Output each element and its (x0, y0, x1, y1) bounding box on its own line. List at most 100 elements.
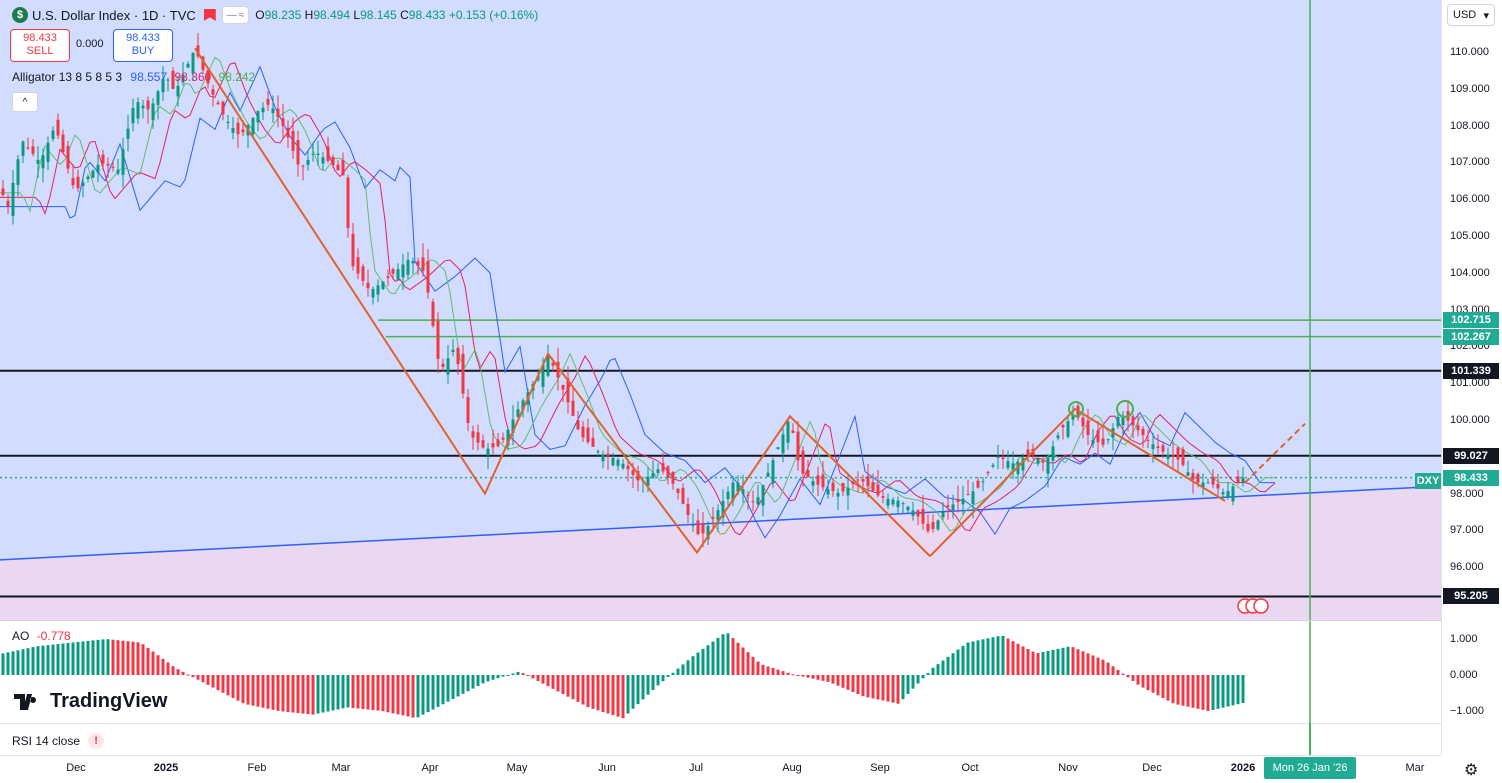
candle-body (1141, 428, 1145, 436)
ao-bar (16, 650, 20, 675)
ao-bar (6, 652, 10, 675)
candle-body (381, 281, 385, 290)
candle-body (421, 257, 425, 271)
candle-body (46, 142, 50, 162)
ao-bar (11, 651, 15, 675)
candle-body (1071, 415, 1075, 420)
main-price-pane[interactable] (0, 0, 1441, 620)
ao-bar (536, 675, 540, 681)
symbol-title[interactable]: U.S. Dollar Index · 1D · TVC (32, 7, 196, 23)
currency-select[interactable]: USD ▾ (1447, 4, 1495, 26)
time-axis[interactable] (0, 755, 1441, 783)
ao-bar (541, 675, 545, 684)
candle-body (126, 128, 130, 139)
ao-bar (111, 639, 115, 675)
ao-bar (1156, 675, 1160, 696)
ao-bar (271, 675, 275, 710)
ao-bar (996, 636, 1000, 675)
candle-body (986, 472, 990, 474)
ao-bar (346, 675, 350, 708)
ao-bar (696, 652, 700, 675)
candle-body (1056, 435, 1060, 439)
lower-zone (0, 486, 1441, 620)
candle-body (666, 466, 670, 478)
candle-body (306, 159, 310, 165)
ao-bar (1026, 649, 1030, 675)
ao-bar (981, 639, 985, 675)
candle-body (86, 176, 90, 180)
ao-bar (646, 675, 650, 695)
ao-bar (721, 634, 725, 675)
peak-marker (1116, 399, 1134, 418)
candle-body (486, 448, 490, 456)
candle-body (901, 503, 905, 505)
candle-body (886, 498, 890, 506)
flag-icon[interactable] (203, 9, 216, 21)
ao-bar (691, 656, 695, 675)
ao-bar (376, 675, 380, 711)
high-value: 98.494 (313, 8, 351, 22)
candle-body (431, 301, 435, 326)
ao-bar (461, 675, 465, 694)
ao-legend[interactable]: AO -0.778 (12, 629, 71, 643)
candle-body (846, 487, 850, 496)
candle-body (1226, 490, 1230, 498)
ao-bar (426, 675, 430, 713)
ao-bar (1206, 675, 1210, 711)
ao-bar (446, 675, 450, 702)
candle-body (786, 421, 790, 443)
ao-bar (761, 664, 765, 675)
gear-icon[interactable]: ⚙ (1464, 762, 1479, 779)
candle-body (356, 257, 360, 274)
ao-bar (291, 675, 295, 713)
candle-body (591, 438, 595, 447)
buy-button[interactable]: 98.433 BUY (113, 29, 173, 62)
ao-bar (161, 658, 165, 675)
ao-bar (1146, 675, 1150, 691)
ao-pane[interactable] (0, 621, 1441, 723)
collapse-legend-button[interactable]: ^ (12, 92, 38, 112)
ao-bar (316, 675, 320, 714)
warning-icon[interactable]: ! (88, 733, 105, 749)
candle-body (16, 159, 20, 185)
ao-bar (596, 675, 600, 711)
candle-body (756, 497, 760, 505)
ao-bar (511, 673, 515, 675)
sell-button[interactable]: 98.433 SELL (10, 29, 70, 62)
tradingview-logo[interactable]: TradingView (14, 690, 167, 713)
candle-body (671, 471, 675, 484)
candle-body (761, 485, 765, 506)
ao-bar (846, 675, 850, 690)
ao-bar (56, 644, 60, 675)
ao-bar (251, 675, 255, 706)
ao-bar (791, 674, 795, 676)
alligator-legend[interactable]: Alligator 13 8 5 8 5 3 98.557 98.360 98.… (12, 70, 255, 84)
ao-bar (556, 675, 560, 692)
price-chart-svg[interactable] (0, 0, 1441, 620)
ao-bar (1166, 675, 1170, 701)
candle-body (6, 200, 10, 207)
ao-bar (286, 675, 290, 712)
candle-body (771, 460, 775, 484)
open-label: O (255, 8, 265, 22)
ohlc-values: O98.235 H98.494 L98.145 C98.433 +0.153 (… (255, 8, 538, 22)
ao-bar (326, 675, 330, 712)
legend-visibility-toggle[interactable]: — ≈ (221, 6, 250, 24)
ao-bar (851, 675, 855, 692)
ao-bar (1081, 651, 1085, 675)
candle-body (36, 159, 40, 164)
price-axis[interactable]: 110.000 109.000 108.000 107.000 106.000 105.0… (1441, 0, 1502, 755)
rsi-legend[interactable]: RSI 14 close ! (12, 733, 105, 749)
ao-bar (396, 675, 400, 715)
candle-body (1161, 445, 1165, 452)
pane-separator[interactable] (0, 620, 1502, 621)
ao-bar (281, 675, 285, 712)
ao-bar (1201, 675, 1205, 710)
ao-bar (626, 675, 630, 714)
rsi-pane[interactable] (0, 723, 1441, 756)
candle-body (686, 503, 690, 515)
price-axis-label: 105.000 (1450, 230, 1490, 242)
alligator-label: Alligator 13 8 5 8 5 3 (12, 70, 123, 84)
ao-bar (151, 651, 155, 675)
peak-marker (1068, 400, 1084, 417)
